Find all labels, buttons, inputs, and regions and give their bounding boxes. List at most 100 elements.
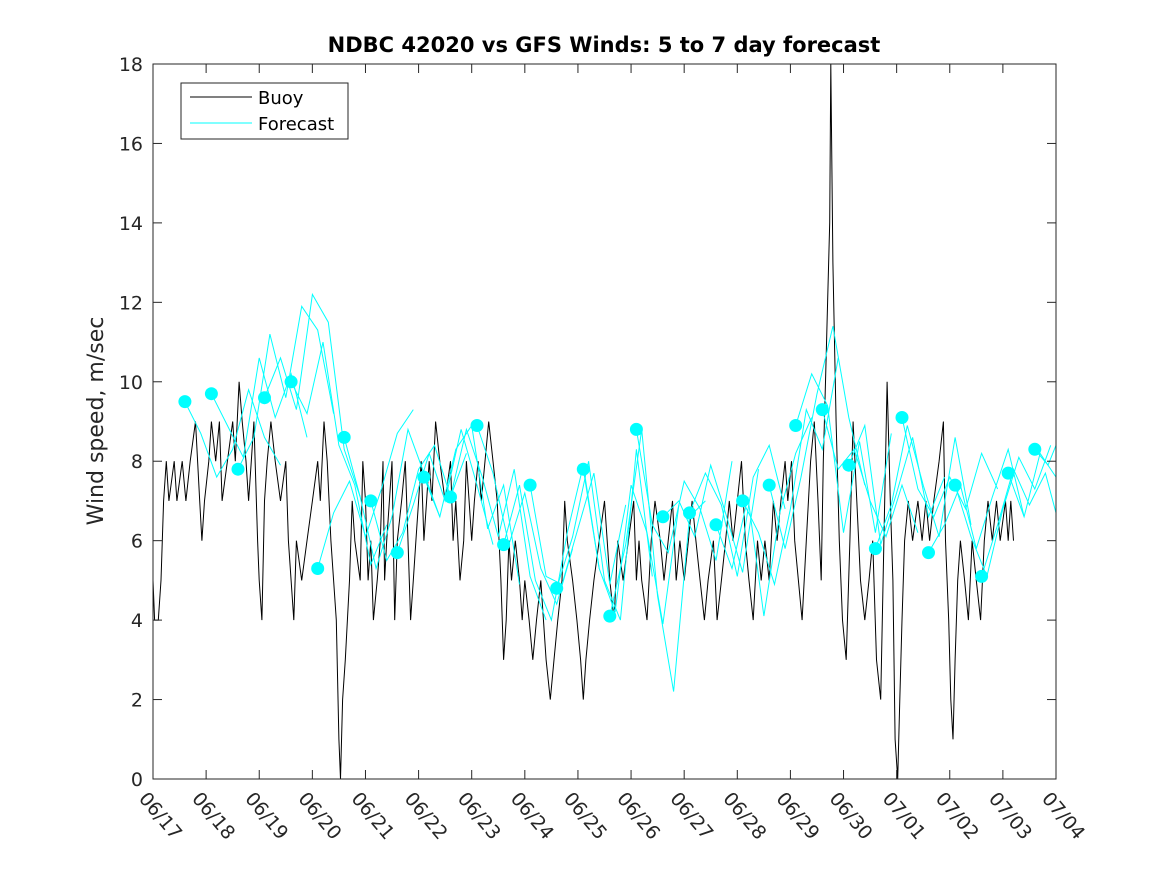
forecast-line-22 [768,326,866,549]
y-tick-label: 16 [119,133,143,155]
x-tick-label: 07/02 [931,788,983,844]
x-tick-label: 06/29 [772,788,824,844]
x-tick-label: 06/20 [294,788,346,844]
y-tick-label: 8 [131,451,143,473]
x-tick-label: 06/18 [187,788,239,844]
x-tick-label: 06/27 [665,788,717,844]
forecast-marker-27 [895,411,909,424]
forecast-marker-20 [709,518,723,532]
forecast-marker-30 [975,569,989,583]
forecast-line-25 [848,423,945,545]
forecast-marker-32 [1028,442,1042,456]
forecast-marker-1 [204,387,218,401]
forecast-marker-13 [523,478,537,492]
y-tick-label: 18 [119,54,143,76]
forecast-marker-6 [337,430,351,444]
forecast-marker-21 [736,494,750,508]
forecast-marker-16 [603,609,617,623]
forecast-marker-22 [762,478,776,492]
forecast-line-26 [874,425,972,549]
forecast-marker-10 [444,490,457,504]
forecast-line-11 [476,425,574,606]
x-tick-label: 06/28 [718,788,770,844]
y-tick-label: 2 [131,690,143,712]
forecast-marker-29 [948,478,962,492]
x-tick-label: 06/17 [134,788,186,844]
forecast-line-27 [901,417,999,518]
forecast-line-21 [742,357,839,587]
forecast-marker-25 [842,458,856,472]
forecast-marker-14 [550,581,564,595]
y-tick-label: 10 [119,372,143,394]
forecast-line-32 [1034,445,1057,467]
forecast-line-2 [237,304,335,470]
forecast-marker-17 [629,422,643,436]
forecast-line-4 [290,341,388,567]
forecast-line-17 [635,429,733,561]
forecast-marker-31 [1001,466,1015,480]
y-axis-label: Wind speed, m/sec [84,317,109,526]
forecast-marker-28 [922,546,935,560]
forecast-marker-11 [470,419,484,432]
forecast-line-1 [210,357,308,459]
forecast-marker-2 [231,462,245,476]
forecast-marker-7 [364,494,378,508]
forecast-line-5 [317,409,414,569]
y-axis: 0 2 4 6 8 10 12 14 16 18 [119,54,1056,791]
forecast-marker-8 [390,546,404,560]
y-tick-label: 4 [131,610,143,632]
y-tick-label: 0 [131,769,143,791]
forecast-line-30 [981,467,1057,577]
forecast-markers [178,375,1042,623]
x-tick-label: 07/03 [984,788,1036,844]
forecast-line-15 [582,469,680,625]
plot-area [152,63,1057,780]
plot-frame [152,63,1057,780]
x-tick-label: 06/23 [453,788,505,844]
forecast-marker-0 [178,395,192,409]
forecast-line-29 [954,445,1052,579]
forecast-line-20 [715,417,813,617]
x-tick-label: 07/01 [878,788,930,844]
forecast-marker-12 [497,538,511,552]
forecast-line-14 [556,449,653,621]
forecast-marker-4 [284,375,298,389]
legend-label-buoy: Buoy [258,88,304,109]
forecast-line-0 [184,387,281,479]
legend-label-forecast: Forecast [258,114,334,135]
y-tick-label: 12 [119,292,143,314]
forecast-line-3 [264,292,361,498]
forecast-line-19 [689,443,786,577]
forecast-line-10 [450,427,547,621]
x-tick-label: 06/26 [612,788,664,844]
forecast-marker-18 [656,510,670,524]
x-tick-label: 06/25 [559,788,611,844]
forecast-marker-24 [815,403,829,417]
forecast-marker-26 [868,542,882,556]
forecast-marker-23 [789,419,803,432]
x-tick-label: 06/22 [400,788,452,844]
y-tick-label: 14 [119,213,143,235]
x-tick-label: 06/21 [347,788,399,844]
forecast-marker-5 [311,562,325,575]
forecast-marker-9 [417,470,431,484]
forecast-line-18 [662,463,759,573]
forecast-line-24 [821,409,919,539]
x-tick-label: 06/30 [825,788,877,844]
forecast-line-23 [795,372,892,533]
forecast-line-13 [529,472,627,586]
x-tick-label: 07/04 [1037,788,1089,844]
y-tick-label: 6 [131,531,143,553]
forecast-marker-15 [576,462,590,476]
chart-title: NDBC 42020 vs GFS Winds: 5 to 7 day fore… [328,33,881,57]
buoy-line [152,63,1014,780]
legend: Buoy Forecast [180,82,349,140]
forecast-line-8 [396,429,494,553]
forecast-marker-3 [258,391,271,405]
x-tick-label: 06/24 [506,788,558,844]
plot-background [153,64,1056,779]
buoy-series [152,63,1014,780]
legend-box [180,82,349,140]
